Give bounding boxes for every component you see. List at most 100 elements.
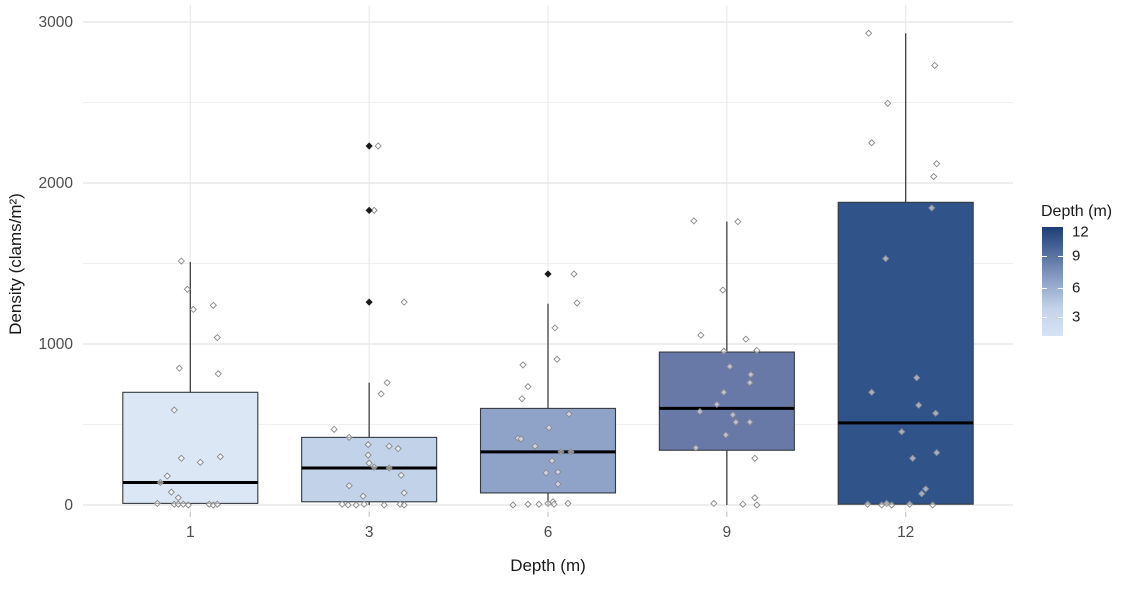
legend-tick-mark bbox=[1058, 287, 1063, 290]
box-depth-3 bbox=[301, 436, 438, 503]
jitter-point bbox=[167, 488, 175, 496]
jitter-point bbox=[509, 501, 517, 509]
jitter-point bbox=[564, 499, 572, 508]
color-legend: Depth (m) 12 9 6 3 bbox=[1036, 203, 1136, 342]
jitter-point bbox=[719, 286, 727, 294]
jitter-point bbox=[697, 331, 705, 339]
x-tick-label: 9 bbox=[723, 524, 732, 541]
jitter-point bbox=[174, 500, 182, 508]
jitter-point bbox=[868, 388, 876, 396]
x-axis-title: Depth (m) bbox=[510, 556, 586, 575]
legend-colorbar-body: 12 9 6 3 bbox=[1036, 224, 1136, 342]
jitter-point bbox=[170, 406, 178, 414]
jitter-point bbox=[380, 501, 388, 509]
x-tick-label: 1 bbox=[186, 524, 195, 541]
jitter-point bbox=[535, 500, 543, 508]
jitter-point bbox=[214, 370, 222, 378]
jitter-point bbox=[742, 335, 750, 343]
outlier-point-depth-3 bbox=[365, 206, 373, 214]
jitter-point bbox=[553, 355, 561, 363]
jitter-point bbox=[189, 305, 197, 314]
jitter-point bbox=[751, 494, 759, 502]
jitter-point bbox=[184, 501, 192, 509]
jitter-point bbox=[400, 501, 408, 509]
legend-tick-mark bbox=[1058, 255, 1063, 258]
jitter-point bbox=[915, 401, 923, 409]
box-depth-1 bbox=[122, 391, 259, 504]
jitter-point bbox=[330, 425, 338, 433]
jitter-point bbox=[524, 500, 532, 508]
jitter-point bbox=[690, 217, 698, 225]
jitter-point bbox=[370, 206, 378, 215]
jitter-point bbox=[922, 485, 930, 493]
jitter-point bbox=[554, 468, 562, 476]
jitter-point bbox=[518, 395, 526, 403]
legend-tick-mark bbox=[1058, 316, 1063, 319]
jitter-point bbox=[551, 324, 559, 332]
jitter-point bbox=[377, 390, 385, 398]
jitter-point bbox=[933, 449, 941, 457]
box-depth-12 bbox=[837, 201, 974, 505]
jitter-point bbox=[163, 472, 171, 480]
jitter-point bbox=[868, 139, 876, 147]
x-tick-label: 6 bbox=[544, 524, 553, 541]
jitter-point bbox=[865, 29, 873, 37]
jitter-point bbox=[550, 500, 558, 508]
jitter-point bbox=[747, 370, 755, 379]
jitter-point bbox=[183, 285, 191, 293]
jitter-point bbox=[746, 418, 754, 426]
jitter-point bbox=[918, 490, 926, 498]
jitter-point bbox=[573, 299, 581, 307]
jitter-point bbox=[365, 459, 373, 467]
jitter-point bbox=[385, 464, 393, 472]
jitter-point bbox=[370, 463, 378, 471]
legend-gradient-bar bbox=[1042, 227, 1063, 336]
x-tick-label: 3 bbox=[365, 524, 374, 541]
jitter-point bbox=[720, 388, 728, 396]
jitter-point bbox=[359, 492, 367, 500]
legend-tick-mark bbox=[1042, 287, 1047, 290]
jitter-point bbox=[909, 454, 917, 462]
jitter-point bbox=[906, 500, 914, 508]
jitter-point bbox=[729, 411, 737, 419]
jitter-point bbox=[753, 346, 761, 355]
jitter-point bbox=[751, 454, 759, 462]
jitter-point bbox=[153, 499, 161, 508]
jitter-point bbox=[884, 99, 892, 107]
jitter-point bbox=[929, 501, 937, 509]
jitter-point bbox=[726, 362, 734, 371]
jitter-point bbox=[888, 501, 896, 509]
jitter-point bbox=[400, 489, 408, 497]
jitter-point bbox=[364, 451, 372, 459]
jitter-point bbox=[931, 61, 939, 70]
y-tick-label: 0 bbox=[64, 497, 73, 514]
jitter-point bbox=[567, 448, 575, 456]
jitter-point bbox=[739, 500, 747, 508]
outlier-point-depth-6 bbox=[544, 270, 552, 278]
jitter-point bbox=[519, 361, 527, 369]
jitter-point bbox=[710, 499, 718, 508]
jitter-point bbox=[374, 142, 382, 150]
jitter-point bbox=[394, 445, 402, 453]
legend-title: Depth (m) bbox=[1041, 203, 1113, 220]
jitter-point bbox=[213, 333, 221, 342]
jitter-point bbox=[570, 270, 578, 278]
jitter-point bbox=[196, 458, 204, 466]
jitter-point bbox=[517, 435, 525, 443]
y-tick-label: 1000 bbox=[39, 336, 74, 353]
jitter-point bbox=[554, 480, 562, 488]
jitter-point bbox=[696, 407, 704, 416]
outlier-point-depth-3 bbox=[365, 298, 373, 306]
legend-tick-mark bbox=[1042, 316, 1047, 319]
jitter-point bbox=[720, 347, 728, 355]
jitter-point bbox=[400, 298, 408, 306]
jitter-point bbox=[928, 204, 936, 212]
jitter-point bbox=[344, 501, 352, 509]
outlier-point-depth-3 bbox=[365, 142, 373, 150]
jitter-point bbox=[933, 160, 941, 168]
y-tick-label: 3000 bbox=[39, 14, 74, 31]
jitter-point bbox=[352, 501, 360, 509]
jitter-point bbox=[177, 454, 185, 462]
jitter-point bbox=[913, 374, 921, 382]
jitter-point bbox=[345, 433, 353, 442]
